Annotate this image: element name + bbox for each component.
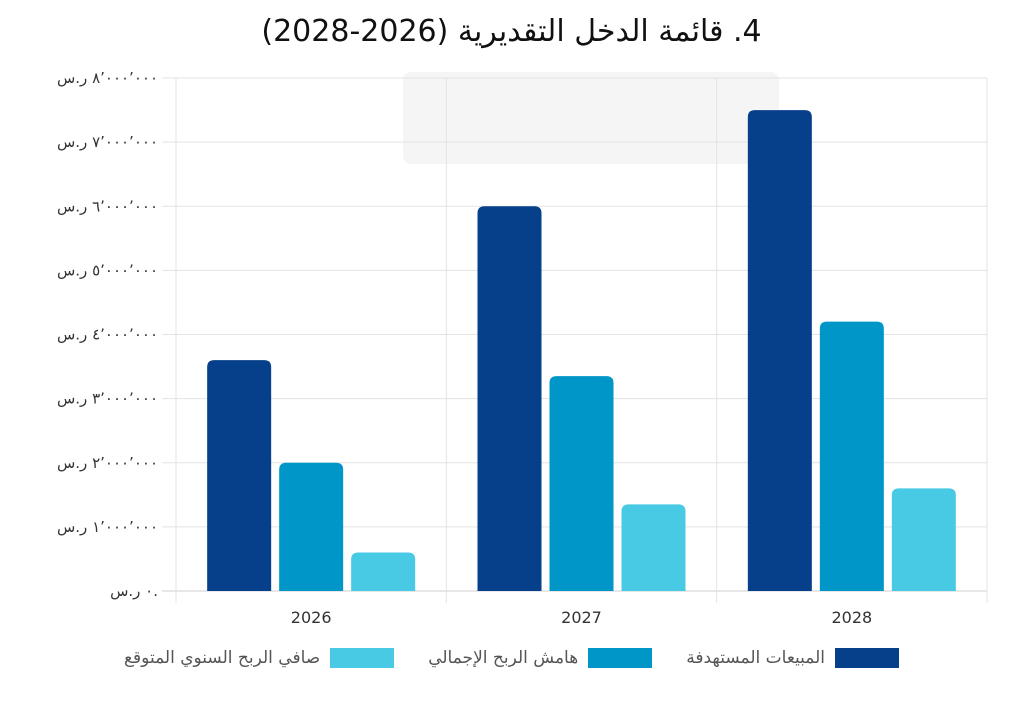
x-tick-label: 2026 (291, 608, 332, 627)
bar-2027-series-3[interactable] (621, 504, 686, 591)
legend-swatch (330, 648, 395, 668)
y-tick-label: ٥٬٠٠٠٬٠٠٠ ر.س (57, 261, 158, 279)
legend-swatch (835, 648, 900, 668)
bar-2026-series-2[interactable] (279, 462, 344, 591)
y-tick-label: ٤٬٠٠٠٬٠٠٠ ر.س (57, 326, 158, 344)
bar-2028-series-3[interactable] (891, 488, 956, 591)
x-axis: 2026 2027 2028 (291, 608, 872, 627)
y-tick-label: ٢٬٠٠٠٬٠٠٠ ر.س (57, 454, 158, 472)
bar-2026-series-1[interactable] (207, 360, 272, 591)
bar-2027-series-2[interactable] (549, 376, 614, 591)
legend-label: المبيعات المستهدفة (686, 648, 826, 668)
bar-2026-series-3[interactable] (351, 552, 416, 591)
tooltip-overlay (403, 72, 779, 164)
y-tick-label: ٦٬٠٠٠٬٠٠٠ ر.س (57, 197, 158, 215)
y-tick-label: ٧٬٠٠٠٬٠٠٠ ر.س (57, 133, 158, 151)
y-tick-label: ١٬٠٠٠٬٠٠٠ ر.س (57, 518, 158, 536)
legend: المبيعات المستهدفة هامش الربح الإجمالي صاف… (0, 648, 1023, 668)
y-tick-label: ٨٬٠٠٠٬٠٠٠ ر.س (57, 69, 158, 87)
legend-label: صافي الربح السنوي المتوقع (123, 648, 321, 668)
legend-item[interactable]: المبيعات المستهدفة (686, 648, 900, 668)
y-tick-label: ٣٬٠٠٠٬٠٠٠ ر.س (57, 390, 158, 408)
bar-2027-series-1[interactable] (477, 206, 542, 591)
y-tick-label: ٠ ر.س. (110, 582, 158, 600)
x-tick-label: 2027 (561, 608, 602, 627)
bar-2028-series-1[interactable] (747, 110, 812, 591)
legend-swatch (588, 648, 653, 668)
bar-layer (207, 110, 956, 591)
bar-2028-series-2[interactable] (819, 321, 884, 591)
x-tick-label: 2028 (831, 608, 872, 627)
y-axis: ٨٬٠٠٠٬٠٠٠ ر.س ٧٬٠٠٠٬٠٠٠ ر.س ٦٬٠٠٠٬٠٠٠ ر.س ٥… (57, 69, 158, 600)
legend-label: هامش الربح الإجمالي (428, 648, 579, 668)
legend-item[interactable]: صافي الربح السنوي المتوقع (123, 648, 395, 668)
chart-title: 4. قائمة الدخل التقديرية (2026-2028) (261, 14, 762, 49)
legend-item[interactable]: هامش الربح الإجمالي (428, 648, 653, 668)
